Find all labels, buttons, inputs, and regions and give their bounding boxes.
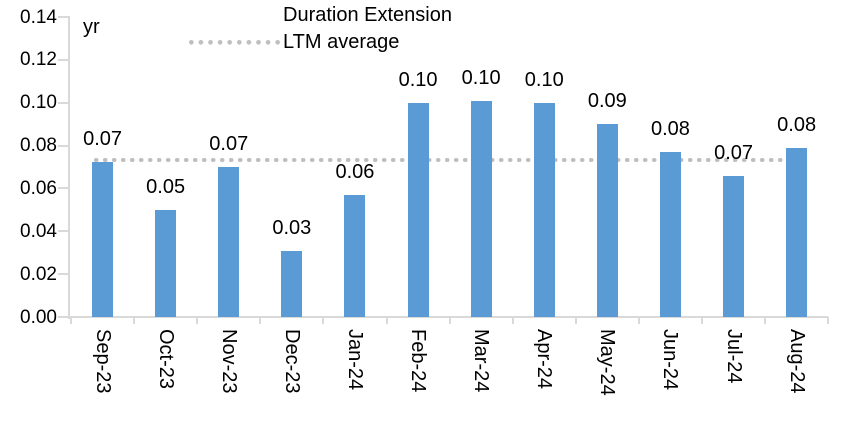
x-tick-label-jul-24: Jul-24 — [722, 329, 745, 384]
y-axis-tick — [58, 58, 68, 61]
y-tick-label: 0.02 — [20, 263, 57, 285]
data-label-sep-23: 0.07 — [83, 127, 123, 150]
bar-jul-24 — [723, 175, 745, 317]
data-label-aug-24: 0.08 — [777, 113, 817, 136]
legend-label-ltm-average: LTM average — [283, 31, 400, 53]
data-label-apr-24: 0.10 — [524, 68, 564, 91]
x-tick-label-apr-24: Apr-24 — [533, 329, 556, 390]
y-axis-unit-label: yr — [83, 16, 100, 38]
y-tick-label: 0.08 — [20, 135, 57, 157]
x-axis-tick — [259, 317, 262, 324]
x-axis-line — [68, 316, 829, 318]
bar-jun-24 — [659, 152, 681, 317]
x-tick-label-aug-24: Aug-24 — [785, 329, 808, 394]
x-tick-label-oct-23: Oct-23 — [154, 329, 177, 390]
x-axis-tick — [322, 317, 325, 324]
y-tick-label: 0.10 — [20, 92, 57, 114]
y-tick-label: 0.14 — [20, 6, 57, 28]
dotted-line-swatch-icon — [189, 40, 281, 45]
bar-oct-23 — [155, 209, 177, 317]
x-axis-tick — [70, 317, 72, 324]
bar-may-24 — [596, 124, 618, 317]
data-label-may-24: 0.09 — [587, 90, 627, 113]
y-axis-tick — [58, 16, 68, 18]
bar-jan-24 — [344, 194, 366, 317]
x-axis-tick — [448, 317, 451, 324]
data-label-jun-24: 0.08 — [650, 118, 690, 140]
data-label-nov-23: 0.07 — [209, 133, 249, 155]
x-axis-tick — [511, 317, 514, 324]
x-axis-tick — [637, 317, 640, 324]
data-label-feb-24: 0.10 — [398, 68, 438, 91]
data-label-mar-24: 0.10 — [461, 66, 501, 89]
bar-aug-24 — [786, 147, 808, 317]
data-label-oct-23: 0.05 — [146, 175, 186, 198]
y-tick-label: 0.00 — [20, 306, 57, 328]
x-tick-label-dec-23: Dec-23 — [280, 329, 303, 394]
x-axis-tick — [385, 317, 388, 324]
y-axis-tick — [58, 316, 68, 318]
x-tick-label-jun-24: Jun-24 — [659, 329, 682, 391]
x-axis-tick — [196, 317, 199, 324]
bar-dec-23 — [281, 250, 303, 317]
y-axis-tick — [58, 273, 68, 276]
x-tick-label-mar-24: Mar-24 — [470, 329, 493, 393]
legend-item-duration-extension: Duration Extension — [189, 2, 452, 29]
x-tick-label-may-24: May-24 — [596, 329, 619, 396]
x-axis-tick — [574, 317, 577, 324]
bar-apr-24 — [533, 102, 555, 317]
y-axis-tick — [58, 230, 68, 233]
bar-feb-24 — [407, 102, 429, 317]
y-axis-tick — [58, 144, 68, 147]
y-tick-label: 0.12 — [20, 49, 57, 71]
data-label-jul-24: 0.07 — [714, 141, 754, 164]
bar-sep-23 — [92, 161, 114, 317]
x-axis-tick — [827, 317, 830, 324]
x-tick-label-sep-23: Sep-23 — [91, 329, 114, 394]
bar-nov-23 — [218, 167, 240, 317]
legend-label-duration-extension: Duration Extension — [283, 4, 452, 26]
x-tick-label-nov-23: Nov-23 — [217, 329, 240, 394]
y-axis-tick — [58, 101, 68, 104]
x-axis-tick — [764, 317, 767, 324]
data-label-jan-24: 0.06 — [335, 160, 375, 183]
legend-item-ltm-average: LTM average — [189, 29, 452, 56]
bar-series-swatch-icon — [195, 11, 267, 21]
x-axis-tick — [701, 317, 703, 324]
data-label-dec-23: 0.03 — [272, 216, 312, 239]
y-axis-line — [68, 16, 70, 319]
y-tick-label: 0.06 — [20, 177, 57, 199]
y-axis-tick — [58, 187, 68, 190]
ltm-average-line — [94, 158, 801, 163]
x-tick-label-feb-24: Feb-24 — [407, 329, 430, 393]
y-tick-label: 0.04 — [20, 220, 57, 242]
chart-legend: Duration Extension LTM average — [189, 2, 452, 56]
x-tick-label-jan-24: Jan-24 — [343, 329, 366, 391]
x-axis-tick — [133, 317, 136, 324]
bar-mar-24 — [470, 100, 492, 317]
